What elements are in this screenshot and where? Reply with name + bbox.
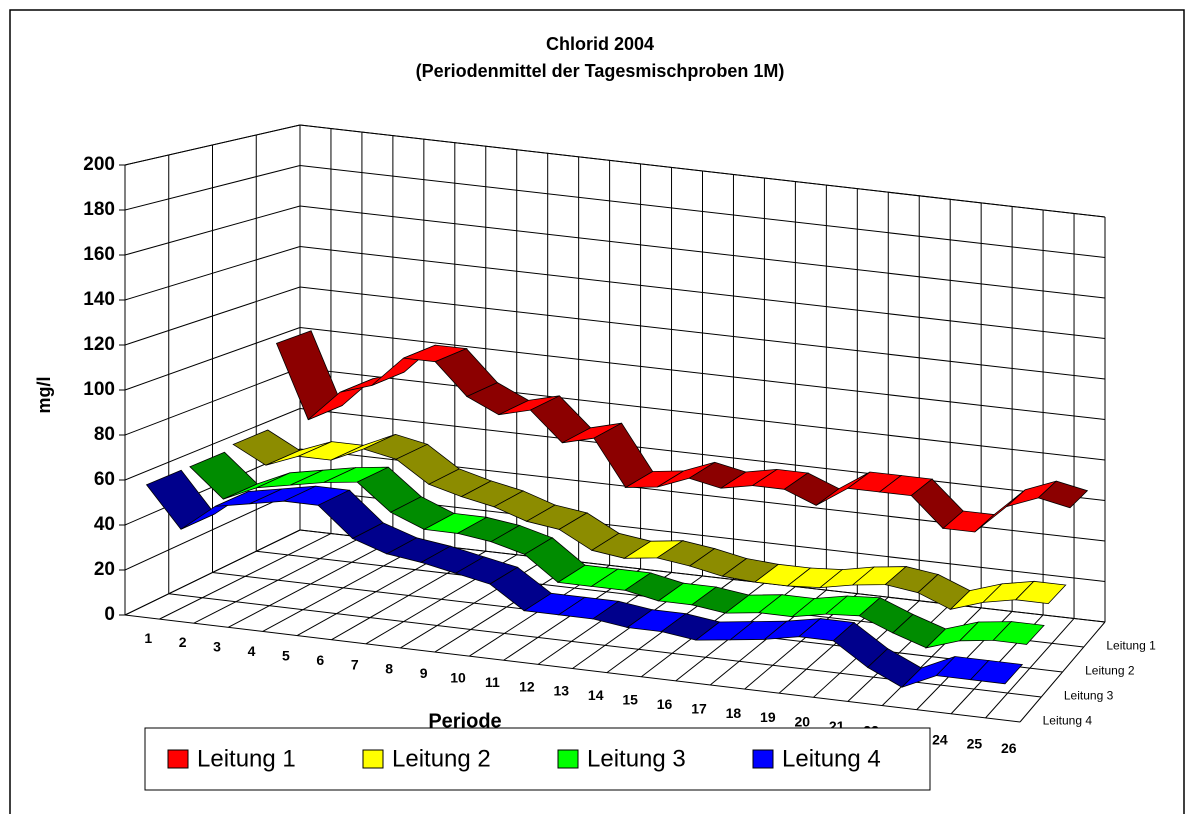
ribbon-segment [1014,580,1067,605]
chart-frame [9,9,1185,814]
x-axis-title: Periode [428,710,501,732]
x-tick-label: 10 [450,669,466,685]
legend-label: Leitung 1 [197,745,296,772]
legend-label: Leitung 2 [392,745,491,772]
ribbon [275,330,1089,533]
legend-swatch [557,749,579,769]
ribbon-segment [1037,480,1089,509]
x-tick-label: 19 [760,709,776,725]
x-tick-label: 16 [657,696,673,712]
y-tick-label: 160 [83,244,115,265]
x-tick-label: 4 [248,643,256,659]
x-tick-label: 14 [588,687,604,703]
ribbon [189,451,1045,649]
ribbon-segment [232,429,301,466]
x-tick-label: 24 [932,731,948,747]
legend-swatch [362,749,384,769]
x-tick-label: 3 [213,639,221,655]
legend-box [144,727,931,791]
y-tick-label: 60 [94,469,115,490]
y-tick-label: 20 [94,559,115,580]
y-tick-label: 120 [83,334,115,355]
y-tick-label: 40 [94,514,115,535]
x-tick-label: 2 [179,634,187,650]
legend-label: Leitung 4 [782,745,881,772]
depth-tick-label: Leitung 1 [1106,639,1156,653]
depth-tick-label: Leitung 3 [1064,689,1114,703]
x-tick-label: 11 [485,674,500,690]
x-tick-label: 20 [794,714,810,730]
y-tick-label: 0 [104,604,115,625]
legend: Leitung 1 Leitung 2 Leitung 3 Leitung 4 [144,727,931,791]
x-tick-label: 8 [385,661,393,677]
x-tick-label: 15 [622,692,638,708]
ribbon-segment [992,621,1045,645]
x-tick-label: 5 [282,647,290,663]
legend-label: Leitung 3 [587,745,686,772]
y-tick-label: 200 [83,154,115,175]
legend-swatch [752,749,774,769]
legend-swatch [167,749,189,769]
x-tick-label: 17 [691,700,707,716]
y-tick-label: 100 [83,379,115,400]
x-tick-label: 18 [726,705,742,721]
x-tick-label: 13 [553,683,569,699]
x-tick-label: 12 [519,678,535,694]
y-tick-label: 80 [94,424,115,445]
depth-tick-label: Leitung 4 [1043,714,1093,728]
ribbon [232,429,1067,610]
ribbon [145,469,1024,688]
chart-title: Chlorid 2004 [546,34,654,54]
chart-subtitle: (Periodenmittel der Tagesmischproben 1M) [416,61,785,81]
x-tick-label: 26 [1001,740,1017,756]
x-tick-label: 9 [420,665,428,681]
x-tick-label: 25 [967,736,983,752]
ribbon-segment [969,660,1024,685]
x-tick-label: 1 [144,630,152,646]
x-tick-label: 7 [351,656,359,672]
depth-tick-label: Leitung 2 [1085,664,1135,678]
y-tick-label: 140 [83,289,115,310]
x-tick-label: 6 [316,652,324,668]
floor-grid-line [124,614,1021,723]
y-axis-title: mg/l [34,376,54,413]
y-tick-label: 180 [83,199,115,220]
